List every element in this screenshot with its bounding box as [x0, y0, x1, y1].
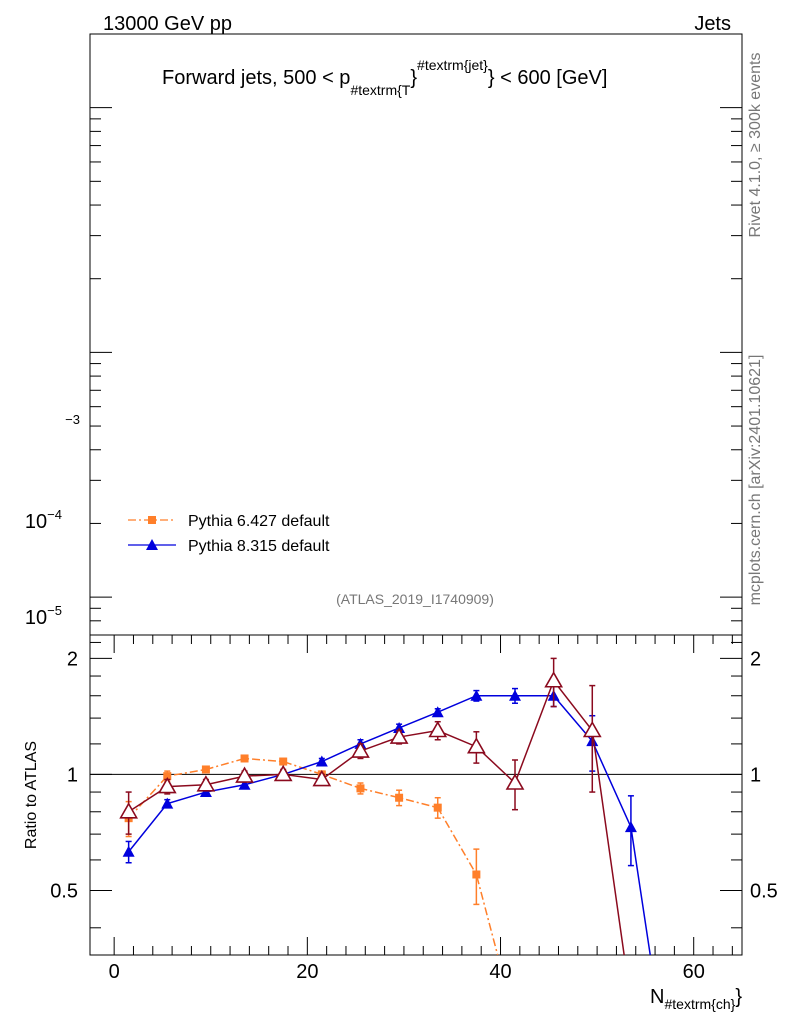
data-point [279, 757, 288, 766]
data-point [470, 689, 483, 701]
process-label: Jets [694, 13, 731, 35]
ytick-base-1e-5: 10 [25, 607, 47, 629]
analysis-watermark: (ATLAS_2019_I1740909) [336, 591, 494, 607]
data-point [505, 773, 525, 790]
data-point [157, 776, 177, 794]
title-close-brace: } [410, 67, 417, 89]
series-0 [124, 754, 499, 955]
ratio-ytick-label-right: 0.5 [750, 880, 778, 902]
data-point [312, 769, 332, 787]
data-point [395, 793, 404, 802]
data-point [163, 772, 172, 781]
mcplots-source-label: mcplots.cern.ch [arXiv:2401.10621] [747, 355, 764, 606]
ratio-y-axis-label: Ratio to ATLAS [23, 741, 40, 849]
main-ytick-label-1e-4: 10−4 [25, 507, 62, 533]
series-line [128, 679, 625, 955]
series-2 [119, 657, 625, 955]
legend-label-pythia8: Pythia 8.315 default [188, 538, 330, 555]
data-point [509, 689, 522, 701]
data-point [238, 778, 251, 790]
data-point [466, 737, 486, 754]
data-point [240, 754, 249, 763]
x-tick-label: 0 [109, 961, 120, 983]
x-tick-label: 60 [683, 961, 705, 983]
ratio-panel-frame [89, 634, 743, 956]
data-point [624, 821, 637, 833]
ratio-ytick-label-right: 2 [750, 648, 761, 670]
x-tick-label: 40 [489, 961, 511, 983]
rivet-version-label: Rivet 4.1.0, ≥ 300k events [747, 53, 764, 238]
ratio-series [119, 657, 651, 955]
ratio-ytick-label-right: 1 [750, 764, 761, 786]
title-main-text: Forward jets, 500 < p [162, 67, 350, 89]
energy-label: 13000 GeV pp [103, 13, 232, 35]
main-y-ticks [90, 33, 742, 636]
legend-label-pythia6: Pythia 6.427 default [188, 513, 330, 530]
ytick-base-1e-4: 10 [25, 511, 47, 533]
data-point [235, 766, 254, 783]
data-point [472, 870, 481, 879]
ratio-ytick-label-left: 0.5 [50, 880, 78, 902]
ratio-axes: 0 20 40 60 0.5 0.5 1 1 2 2 [50, 635, 778, 983]
title-end-text: } < 600 [GeV] [488, 67, 608, 89]
legend-marker-pythia6 [148, 516, 156, 524]
data-point [161, 797, 174, 809]
x-axis-label-sub: #textrm{ch} [664, 996, 735, 1012]
data-point [544, 671, 564, 688]
series-1 [122, 684, 651, 955]
data-point [582, 720, 602, 738]
data-point [196, 775, 216, 792]
x-axis-label: N#textrm{ch}} [650, 986, 742, 1012]
ytick-exp-1e-4: −4 [47, 507, 62, 522]
title-subscript: #textrm{T [350, 82, 410, 98]
ratio-ytick-label-left: 2 [67, 648, 78, 670]
x-axis-label-main: N [650, 986, 664, 1008]
data-point [122, 845, 135, 857]
data-point [431, 706, 444, 718]
main-ytick-label-1e-3: −3 [65, 412, 80, 427]
main-ytick-label-1e-5: 10−5 [25, 603, 62, 629]
main-title: Forward jets, 500 < p#textrm{T}#textrm{j… [162, 57, 607, 98]
x-tick-label: 20 [296, 961, 318, 983]
ratio-ytick-label-left: 1 [67, 764, 78, 786]
data-point [315, 755, 328, 767]
data-point [273, 764, 293, 782]
x-axis-label-close: } [735, 986, 742, 1008]
ytick-exp-1e-5: −5 [47, 603, 62, 618]
data-point [201, 765, 210, 774]
legend-marker-pythia8 [146, 539, 158, 550]
title-superscript: #textrm{jet} [417, 57, 488, 73]
data-point [433, 803, 442, 812]
data-point [428, 720, 448, 738]
data-point [356, 784, 365, 793]
legend: Pythia 6.427 default Pythia 8.315 defaul… [128, 513, 330, 555]
data-point [351, 741, 370, 758]
data-point [119, 802, 139, 819]
series-line [128, 757, 499, 955]
series-line [128, 694, 651, 955]
data-point [389, 727, 409, 744]
